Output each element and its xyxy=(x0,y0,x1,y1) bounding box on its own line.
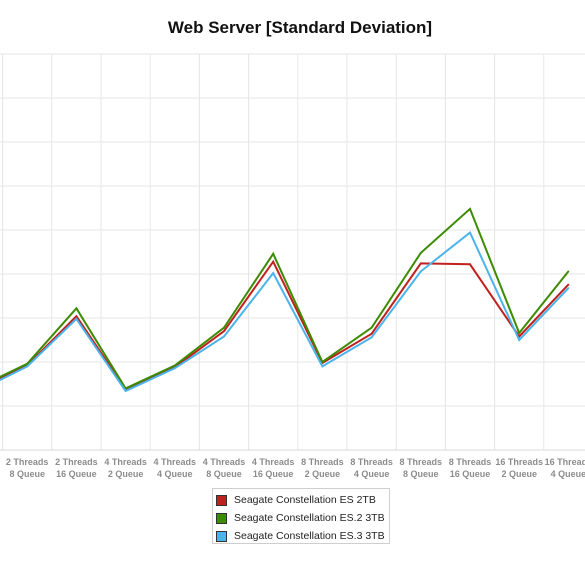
x-tick-label: 8 Threads 2 Queue xyxy=(301,457,344,479)
data-point xyxy=(518,339,521,341)
data-point xyxy=(272,260,275,263)
legend-item: Seagate Constellation ES.3 3TB xyxy=(216,527,389,545)
data-point xyxy=(469,263,471,266)
series-line-3 xyxy=(0,231,570,393)
grid-lines xyxy=(0,53,585,451)
data-point xyxy=(567,283,570,286)
x-tick-label: 4 Threads 2 Queue xyxy=(104,457,147,479)
x-tick-label: 8 Threads 8 Queue xyxy=(400,457,443,479)
data-point xyxy=(419,262,422,265)
series-line-2 xyxy=(0,207,570,390)
data-point xyxy=(173,364,176,367)
data-point xyxy=(272,272,275,274)
data-point xyxy=(75,307,78,310)
series-line-1 xyxy=(0,259,570,391)
x-tick-label: 2 Threads 8 Queue xyxy=(6,457,49,479)
data-point xyxy=(370,332,373,335)
data-point xyxy=(419,270,422,273)
data-point xyxy=(321,361,324,363)
legend-label: Seagate Constellation ES.2 3TB xyxy=(234,512,385,524)
x-tick-label: 4 Threads 16 Queue xyxy=(252,457,295,479)
series-lines xyxy=(0,207,570,393)
data-point xyxy=(518,332,521,334)
legend-item: Seagate Constellation ES 2TB xyxy=(216,491,389,509)
data-point xyxy=(173,367,176,370)
legend-swatch xyxy=(216,494,227,506)
legend-label: Seagate Constellation ES 2TB xyxy=(234,494,376,506)
chart-title: Web Server [Standard Deviation] xyxy=(167,18,433,37)
data-point xyxy=(223,330,225,333)
data-point xyxy=(370,326,373,329)
legend-item: Seagate Constellation ES.2 3TB xyxy=(216,509,389,527)
x-tick-label: 8 Threads 16 Queue xyxy=(449,457,492,479)
x-tick-label: 16 Threads 2 Queue xyxy=(495,457,543,479)
data-point xyxy=(567,287,570,289)
data-point xyxy=(26,365,29,368)
data-point xyxy=(223,335,225,338)
data-point xyxy=(567,270,570,273)
data-point xyxy=(370,336,373,339)
data-point xyxy=(321,365,324,368)
legend-swatch xyxy=(216,512,227,524)
data-point xyxy=(223,326,225,329)
x-tick-label: 8 Threads 4 Queue xyxy=(350,457,393,479)
x-tick-label: 4 Threads 4 Queue xyxy=(154,457,197,479)
x-tick-label: 4 Threads 8 Queue xyxy=(203,457,246,479)
data-point xyxy=(124,390,127,392)
data-point xyxy=(419,252,422,254)
chart-legend: Seagate Constellation ES 2TB Seagate Cons… xyxy=(212,488,390,544)
data-point xyxy=(26,362,29,365)
x-tick-label: 2 Threads 16 Queue xyxy=(55,457,98,479)
data-point xyxy=(75,315,78,318)
data-point xyxy=(469,208,471,210)
data-point xyxy=(272,252,275,255)
legend-label: Seagate Constellation ES.3 3TB xyxy=(234,530,385,542)
legend-swatch xyxy=(216,530,227,542)
data-point xyxy=(75,318,78,320)
data-point xyxy=(469,231,471,234)
